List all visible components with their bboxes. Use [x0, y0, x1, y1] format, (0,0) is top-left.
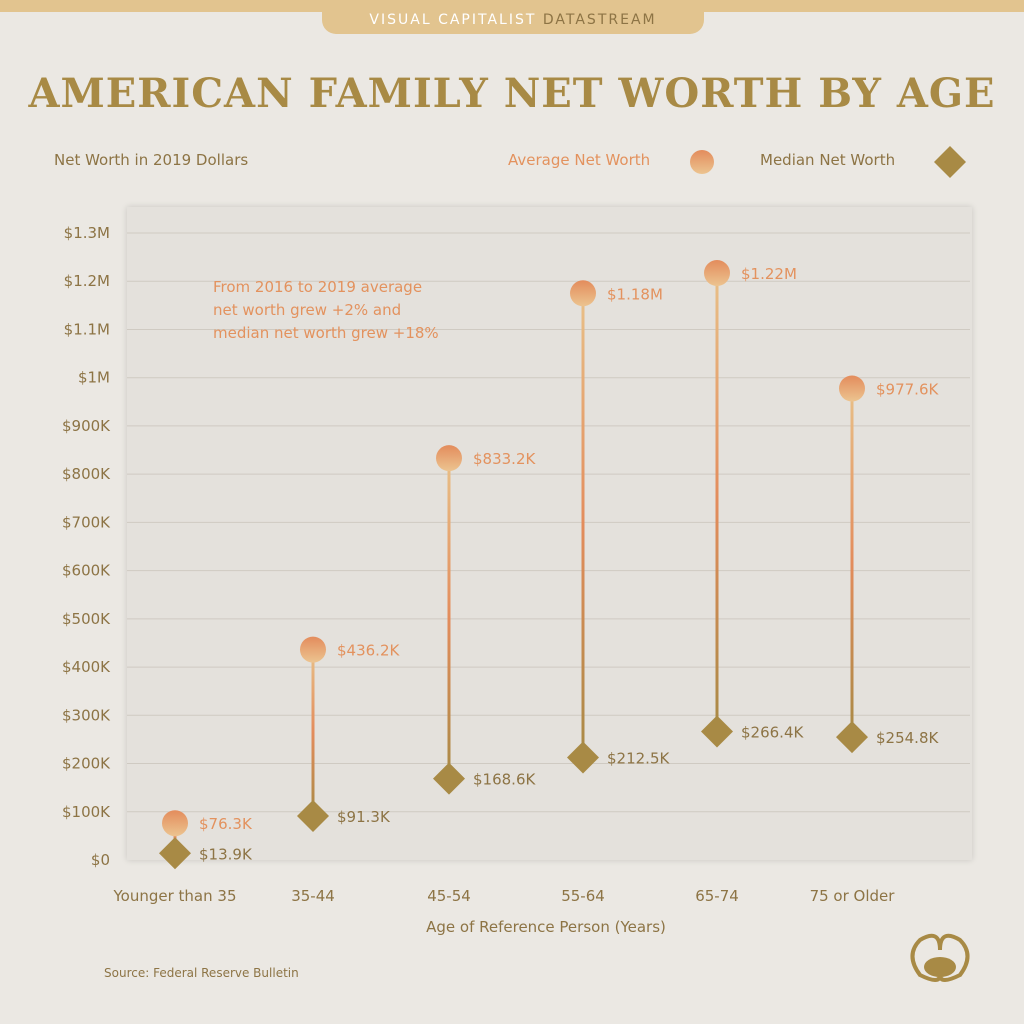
- average-point: [839, 375, 865, 402]
- average-point: [704, 260, 730, 287]
- average-data-label: $1.22M: [741, 265, 797, 283]
- y-tick-label: $400K: [62, 658, 111, 676]
- chart-subtitle: Net Worth in 2019 Dollars: [54, 151, 249, 169]
- y-tick-label: $600K: [62, 562, 111, 580]
- logo-icon: [910, 933, 970, 982]
- y-tick-label: $700K: [62, 513, 111, 531]
- y-tick-label: $800K: [62, 465, 111, 483]
- median-data-label: $168.6K: [473, 771, 536, 789]
- plot-panel: [127, 207, 972, 860]
- legend-circle-icon: [690, 150, 714, 174]
- median-data-label: $91.3K: [337, 808, 391, 826]
- median-data-label: $212.5K: [607, 750, 670, 768]
- annotation: From 2016 to 2019 average net worth grew…: [213, 278, 439, 342]
- median-point: [159, 837, 191, 870]
- median-data-label: $13.9K: [199, 845, 253, 863]
- annotation-line: median net worth grew +18%: [213, 324, 439, 342]
- average-point: [162, 810, 188, 837]
- stem-line: [581, 293, 585, 758]
- y-tick-label: $1M: [78, 369, 110, 387]
- stem-line: [715, 273, 719, 732]
- y-tick-label: $500K: [62, 610, 111, 628]
- legend-average-label: Average Net Worth: [508, 151, 651, 169]
- average-point: [436, 445, 462, 472]
- x-tick-label: 55-64: [561, 887, 605, 905]
- average-data-label: $1.18M: [607, 285, 663, 303]
- brand-sub: DATASTREAM: [542, 12, 657, 28]
- x-tick-label: 65-74: [695, 887, 739, 905]
- y-tick-label: $1.1M: [64, 320, 110, 338]
- y-tick-label: $900K: [62, 417, 111, 435]
- stem-line: [850, 388, 854, 738]
- legend-median-label: Median Net Worth: [760, 151, 896, 169]
- brand-name: VISUAL CAPITALIST: [369, 12, 537, 28]
- y-tick-label: $1.2M: [64, 272, 110, 290]
- y-tick-label: $200K: [62, 755, 111, 773]
- y-tick-label: $100K: [62, 803, 111, 821]
- stem-line: [311, 649, 315, 816]
- chart-title: AMERICAN FAMILY NET WORTH BY AGE: [28, 70, 996, 117]
- x-tick-label: Younger than 35: [113, 887, 237, 905]
- legend-average: Average Net Worth: [508, 151, 650, 169]
- median-point: [567, 741, 599, 774]
- average-data-label: $76.3K: [199, 815, 253, 833]
- x-tick-label: 45-54: [427, 887, 471, 905]
- median-point: [836, 721, 868, 754]
- legend-median: Median Net Worth: [760, 151, 895, 169]
- source-note: Source: Federal Reserve Bulletin: [104, 966, 299, 980]
- average-point: [570, 280, 596, 307]
- average-data-label: $833.2K: [473, 450, 536, 468]
- median-point: [433, 762, 465, 795]
- average-data-label: $977.6K: [876, 380, 939, 398]
- average-point: [300, 636, 326, 663]
- y-tick-label: $300K: [62, 706, 111, 724]
- x-tick-label: 35-44: [291, 887, 335, 905]
- median-data-label: $254.8K: [876, 729, 939, 747]
- annotation-line: net worth grew +2% and: [213, 301, 401, 319]
- x-tick-label: 75 or Older: [810, 887, 896, 905]
- median-data-label: $266.4K: [741, 724, 804, 742]
- average-data-label: $436.2K: [337, 642, 400, 660]
- annotation-line: From 2016 to 2019 average: [213, 278, 422, 296]
- legend-diamond-icon: [934, 146, 966, 178]
- median-point: [297, 799, 329, 832]
- y-tick-label: $0: [91, 851, 110, 869]
- y-tick-label: $1.3M: [64, 224, 110, 242]
- brand-tab: VISUAL CAPITALIST DATASTREAM: [322, 0, 704, 34]
- stem-line: [447, 458, 451, 779]
- median-point: [701, 715, 733, 748]
- x-axis-label: Age of Reference Person (Years): [426, 918, 666, 936]
